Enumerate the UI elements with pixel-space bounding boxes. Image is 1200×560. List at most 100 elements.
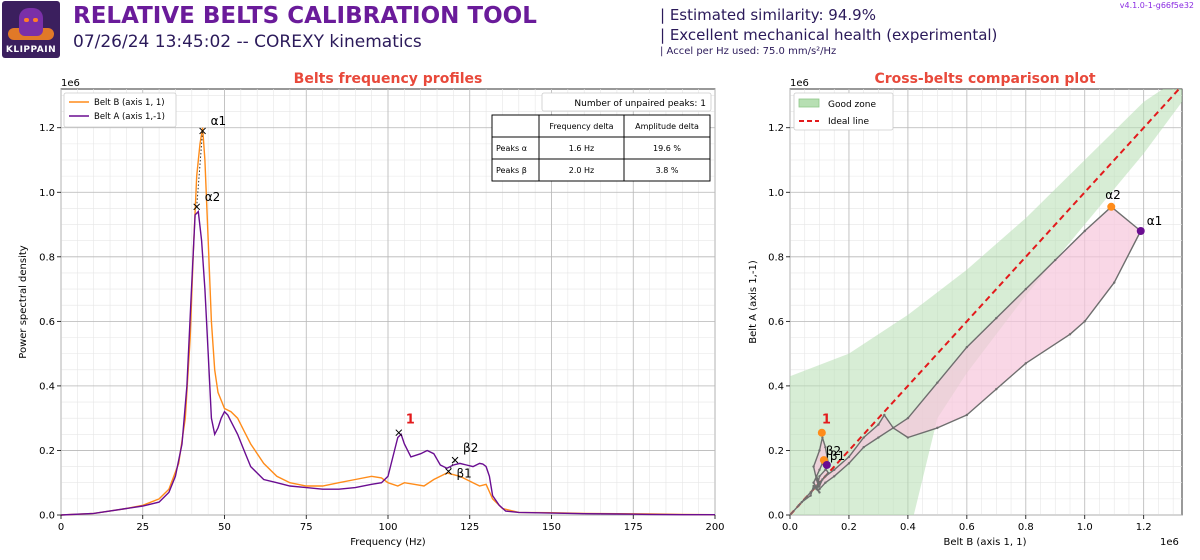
right-y-offset: 1e6 — [790, 78, 809, 89]
right-x-axis-label: Belt B (axis 1, 1) — [943, 537, 1026, 548]
path-point — [818, 481, 821, 484]
y-tick-label: 0.2 — [39, 446, 55, 457]
path-point — [824, 446, 827, 449]
logo-mascot-icon — [19, 8, 43, 36]
legend-ideal-line-label: Ideal line — [828, 117, 869, 127]
peak-marker-x — [395, 429, 403, 437]
x-tick-label: 0.4 — [900, 522, 916, 533]
left-ticks: 0 25 50 75 100 125 150 175 200 0.0 0.2 0.4 0.6 0.8 1.0… — [39, 123, 724, 533]
peak-marker-x — [193, 203, 201, 211]
x-tick-label: 75 — [300, 522, 313, 533]
path-point — [827, 471, 830, 475]
y-tick-label: 1.0 — [39, 188, 55, 199]
table-cell-text: Frequency delta — [549, 122, 613, 131]
path-point — [847, 455, 851, 459]
x-tick-label: 175 — [624, 522, 643, 533]
similarity-text: | Estimated similarity: 94.9% — [660, 6, 876, 24]
ideal-line — [790, 89, 1181, 515]
peak-point — [817, 428, 826, 437]
path-point — [818, 449, 821, 452]
path-point — [833, 468, 836, 472]
legend-good-zone-swatch — [798, 98, 820, 108]
path-point — [790, 513, 792, 515]
peak-marker-x — [445, 468, 452, 475]
peak-label: β1 — [456, 466, 471, 480]
y-tick-label: 0.4 — [768, 381, 784, 392]
x-tick-label: 25 — [136, 522, 149, 533]
y-tick-label: 0.4 — [39, 381, 55, 392]
y-tick-label: 1.0 — [768, 188, 784, 199]
path-point — [1113, 281, 1116, 284]
path-point — [1024, 287, 1027, 291]
y-tick-label: 0.2 — [768, 446, 784, 457]
path-point — [809, 491, 812, 494]
alpha-peaks-connector — [196, 130, 204, 207]
y-tick-label: 0.8 — [39, 252, 55, 263]
path-point — [847, 462, 851, 465]
klippain-logo: KLIPPAIN — [2, 1, 60, 58]
path-point — [824, 475, 827, 478]
peak-marker-x — [451, 456, 459, 464]
x-tick-label: 125 — [460, 522, 479, 533]
table-cell-text: Peaks β — [496, 166, 527, 175]
page-title: RELATIVE BELTS CALIBRATION TOOL — [73, 3, 537, 29]
path-point — [797, 504, 801, 507]
y-tick-label: 0.0 — [39, 511, 55, 522]
unpaired-peaks-label: Number of unpaired peaks: 1 — [574, 99, 706, 109]
peak-point-label: β1 — [830, 449, 845, 463]
path-point — [965, 345, 969, 349]
path-point — [818, 487, 821, 491]
peak-point-label: 1 — [822, 413, 831, 428]
peak-point-label: α2 — [1105, 188, 1121, 202]
path-point — [1083, 320, 1086, 323]
path-point — [1054, 258, 1057, 262]
peak-label: α2 — [205, 190, 221, 204]
x-tick-label: 100 — [378, 522, 397, 533]
table-cell-text: 1.6 Hz — [569, 144, 594, 153]
peak-point-label: α1 — [1147, 214, 1163, 228]
path-point — [812, 481, 815, 484]
path-point — [1068, 333, 1072, 336]
path-point — [818, 484, 821, 488]
path-point — [995, 387, 998, 391]
version-label: v4.1.0-1-g66f5e32 — [1119, 1, 1194, 10]
x-tick-label: 0 — [58, 522, 64, 533]
path-point — [1083, 229, 1086, 233]
path-point — [936, 381, 939, 384]
table-cell-text: 19.6 % — [653, 144, 681, 153]
logo-eye-left — [24, 18, 29, 22]
left-y-offset: 1e6 — [61, 78, 80, 89]
peaks-table: Frequency delta Amplitude delta Peaks α 1.6… — [491, 114, 711, 182]
path-point — [821, 436, 824, 439]
left-chart-title: Belts frequency profiles — [294, 71, 483, 87]
y-tick-label: 1.2 — [768, 123, 784, 134]
path-point — [809, 494, 812, 497]
unpaired-peaks-box — [541, 92, 712, 112]
peak-point — [1107, 202, 1116, 211]
x-tick-label: 0.8 — [1018, 522, 1034, 533]
peak-label: 1 — [406, 413, 415, 428]
left-grid-major — [60, 89, 716, 516]
path-point — [812, 484, 815, 488]
y-tick-label: 0.6 — [768, 317, 784, 328]
right-ticks: 0.0 0.2 0.4 0.6 0.8 1.0 1.2 0.0 0.2 0.4 0.6 0.8 1.0 1… — [768, 123, 1152, 533]
peak-label: α1 — [211, 114, 227, 128]
right-chart-title: Cross-belts comparison plot — [874, 71, 1095, 87]
peak-point — [1136, 227, 1145, 235]
path-point — [815, 478, 818, 481]
peak-label: β2 — [463, 441, 478, 455]
left-series-group — [60, 127, 716, 516]
table-cell-text: Peaks α — [496, 144, 527, 153]
path-point — [965, 413, 969, 417]
path-point — [906, 416, 910, 420]
peak-marker-x — [199, 127, 206, 135]
beta-peaks-connector — [448, 459, 456, 472]
path-point — [877, 423, 880, 426]
left-peak-markers: α1 α2 β2 β1 1 — [193, 114, 478, 480]
series-line-belt-a — [60, 210, 715, 516]
path-point — [815, 475, 818, 478]
path-point — [824, 468, 827, 472]
legend-belt-a-label: Belt A (axis 1,-1) — [94, 112, 165, 122]
